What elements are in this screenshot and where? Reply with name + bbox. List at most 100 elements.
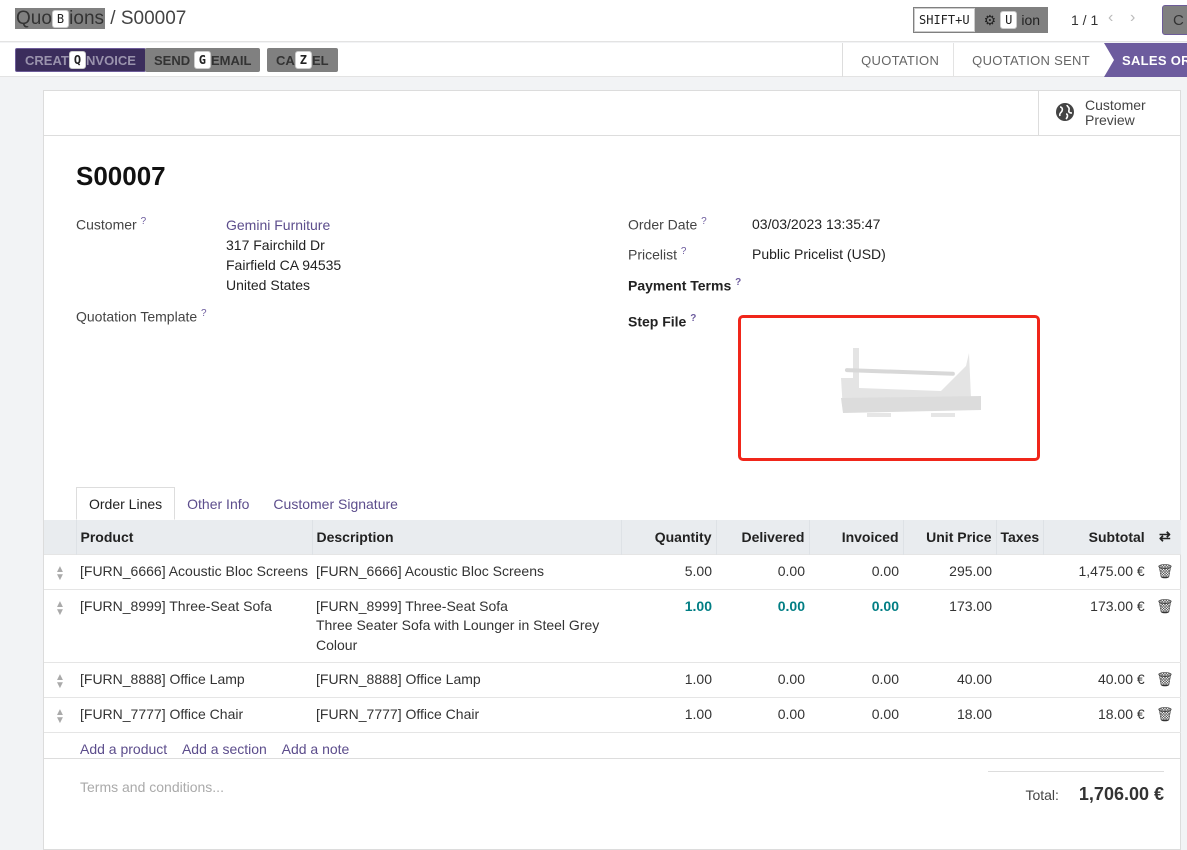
help-icon[interactable]: ? [201,308,207,319]
shortcut-key: B [51,9,70,28]
header-description[interactable]: Description [311,520,621,554]
header-product[interactable]: Product [75,520,312,554]
description-cell[interactable]: [FURN_8999] Three-Seat Sofa Three Seater … [312,588,621,663]
unit-price-cell[interactable]: 40.00 [903,662,996,698]
header-delivered[interactable]: Delivered [715,520,809,554]
pricelist-value[interactable]: Public Pricelist (USD) [752,246,886,262]
order-date-value[interactable]: 03/03/2023 13:35:47 [752,216,881,232]
description-cell[interactable]: [FURN_7777] Office Chair [312,697,621,733]
label-text: Payment Terms [628,277,732,294]
total-label: Total: [1025,787,1059,803]
header-subtotal[interactable]: Subtotal [1043,520,1149,554]
address-line: 317 Fairchild Dr [226,237,325,253]
quantity-cell[interactable]: 5.00 [621,553,716,589]
tab-order-lines[interactable]: Order Lines [76,487,176,520]
drag-handle-icon[interactable]: ▲ ▼ [44,662,76,698]
table-row[interactable]: ▲ ▼ [FURN_8888] Office Lamp [FURN_8888] O… [44,662,1181,698]
pager-prev-icon[interactable]: ‹ [1108,9,1114,26]
customer-field: Gemini Furniture 317 Fairchild Dr Fairfi… [226,215,341,295]
quantity-cell[interactable]: 1.00 [621,588,716,663]
unit-price-cell[interactable]: 18.00 [903,697,996,733]
description-cell[interactable]: [FURN_6666] Acoustic Bloc Screens [312,553,621,589]
drag-handle-icon[interactable]: ▲ ▼ [44,588,76,663]
globe-icon [1055,102,1075,125]
delivered-cell[interactable]: 0.00 [716,553,809,589]
header-invoiced[interactable]: Invoiced [808,520,903,554]
pager-next-icon[interactable]: › [1130,9,1136,26]
description-cell[interactable]: [FURN_8888] Office Lamp [312,662,621,698]
customer-preview-button[interactable]: Customer Preview [1038,91,1180,135]
unit-price-cell[interactable]: 173.00 [903,588,996,663]
send-email-button[interactable]: SEND G EMAIL [145,48,261,72]
drag-handle-icon[interactable]: ▲ ▼ [44,553,76,589]
invoiced-cell[interactable]: 0.00 [809,553,903,589]
subtotal-cell: 1,475.00 € [1043,553,1149,589]
header-quantity[interactable]: Quantity [620,520,716,554]
action-label: ion [1021,12,1041,28]
status-sales-order[interactable]: SALES ORDER [1104,43,1187,77]
trash-icon[interactable]: 🗑 [1148,697,1181,733]
cancel-button[interactable]: CA Z EL [267,48,338,72]
add-note-link[interactable]: Add a note [281,741,350,757]
delivered-cell[interactable]: 0.00 [716,588,809,663]
divider [44,135,1180,136]
product-cell[interactable]: [FURN_8999] Three-Seat Sofa [76,588,312,663]
quantity-cell[interactable]: 1.00 [621,662,716,698]
product-cell[interactable]: [FURN_6666] Acoustic Bloc Screens [76,553,312,589]
status-bar: QUOTATION QUOTATION SENT SALES ORDER [842,43,1187,77]
taxes-cell[interactable] [996,553,1044,589]
customer-link[interactable]: Gemini Furniture [226,217,331,233]
gear-icon: ⚙ [983,11,997,28]
help-icon[interactable]: ? [690,313,697,324]
breadcrumb-text: Quo [16,8,52,29]
pager-value: 1 / 1 [1071,12,1099,28]
help-icon[interactable]: ? [680,246,687,257]
table-row[interactable]: ▲ ▼ [FURN_8999] Three-Seat Sofa [FURN_899… [44,588,1181,663]
trash-icon[interactable]: 🗑 [1148,662,1181,698]
label-text: Order Date [628,216,698,233]
button-label: Customer Preview [1085,98,1146,128]
product-cell[interactable]: [FURN_8888] Office Lamp [76,662,312,698]
trash-icon[interactable]: 🗑 [1148,588,1181,663]
invoiced-cell[interactable]: 0.00 [809,588,903,663]
delivered-cell[interactable]: 0.00 [716,697,809,733]
drag-handle-icon[interactable]: ▲ ▼ [44,697,76,733]
create-invoice-button[interactable]: CREAT Q NVOICE [15,48,146,72]
status-quotation[interactable]: QUOTATION [843,43,955,77]
subtotal-cell: 40.00 € [1043,662,1149,698]
button-label: NVOICE [86,52,136,68]
shortcut-key: U [1000,11,1018,29]
quantity-cell[interactable]: 1.00 [621,697,716,733]
help-icon[interactable]: ? [140,216,147,227]
header-taxes[interactable]: Taxes [995,520,1044,554]
help-icon[interactable]: ? [701,216,707,227]
add-section-link[interactable]: Add a section [181,741,267,757]
product-cell[interactable]: [FURN_7777] Office Chair [76,697,312,733]
button-label: CA [276,52,295,68]
add-product-link[interactable]: Add a product [80,741,168,757]
taxes-cell[interactable] [996,662,1044,698]
status-quotation-sent[interactable]: QUOTATION SENT [972,52,1090,68]
delivered-cell[interactable]: 0.00 [716,662,809,698]
table-row[interactable]: ▲ ▼ [FURN_7777] Office Chair [FURN_7777] … [44,697,1181,733]
step-file-viewer[interactable] [738,315,1040,461]
invoiced-cell[interactable]: 0.00 [809,662,903,698]
terms-input[interactable]: Terms and conditions... [80,779,224,795]
taxes-cell[interactable] [996,697,1044,733]
trash-icon[interactable]: 🗑 [1148,553,1181,589]
header-unit-price[interactable]: Unit Price [902,520,996,554]
tab-customer-signature[interactable]: Customer Signature [273,495,398,512]
column-settings-icon[interactable]: ⇄ [1148,520,1181,554]
tab-other-info[interactable]: Other Info [187,495,250,512]
quotation-template-label: Quotation Template ? [76,308,207,325]
help-icon[interactable]: ? [735,277,742,288]
unit-price-cell[interactable]: 295.00 [903,553,996,589]
taxes-cell[interactable] [996,588,1044,663]
create-button[interactable]: C [1162,5,1187,35]
table-row[interactable]: ▲ ▼ [FURN_6666] Acoustic Bloc Screens [FU… [44,553,1181,589]
invoiced-cell[interactable]: 0.00 [809,697,903,733]
breadcrumb-current: S00007 [120,8,187,29]
